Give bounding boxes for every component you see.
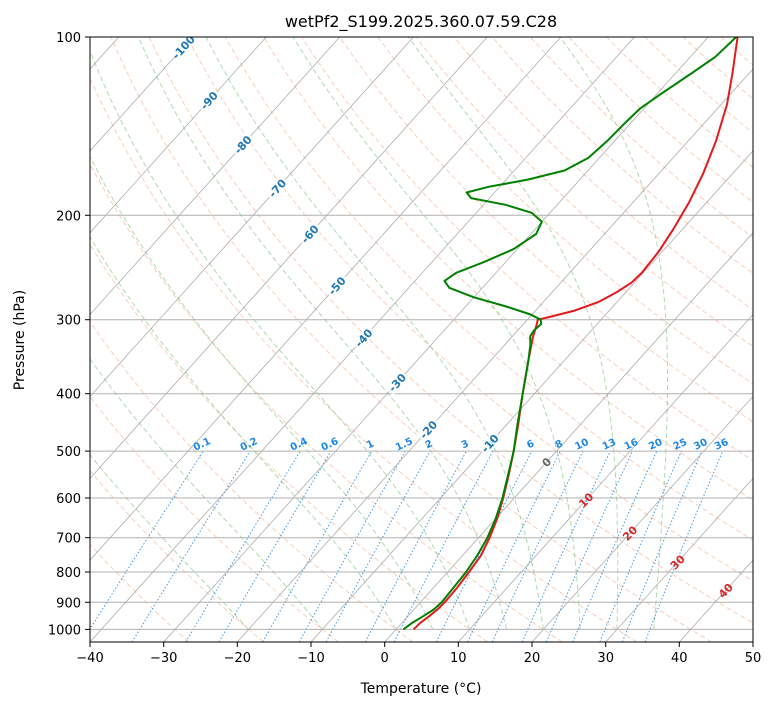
- dry-adiabat: [224, 37, 753, 541]
- dry-adiabat: [90, 163, 563, 642]
- isotherm-line: [90, 37, 414, 398]
- mixing-ratio-line: [185, 450, 301, 642]
- x-tick-label: 20: [524, 651, 541, 666]
- x-axis: −40 −30 −20 −10 0 10 20 30 40 50: [76, 642, 761, 666]
- mixing-ratio-line: [545, 450, 633, 642]
- y-tick-label: 300: [56, 314, 81, 329]
- y-tick-label: 100: [56, 31, 81, 46]
- x-tick-label: −10: [297, 651, 324, 666]
- isotherm-line: [90, 37, 562, 561]
- dry-adiabat: [339, 37, 753, 423]
- mixing-ratio-line: [435, 450, 533, 642]
- dry-adiabat: [110, 37, 712, 642]
- dry-adiabat: [148, 37, 753, 624]
- mixing-ratio-label: 25: [672, 437, 689, 453]
- x-tick-label: 10: [450, 651, 467, 666]
- dry-adiabat: [453, 37, 753, 311]
- y-axis-label: Pressure (hPa): [12, 290, 28, 390]
- isotherm-line: [90, 37, 267, 234]
- dry-adiabat: [90, 76, 638, 642]
- mixing-ratio-label: 36: [713, 437, 730, 453]
- mixing-ratio-line: [521, 450, 611, 642]
- y-axis: 1000 900 800 700 600 500 400 300 200 100: [48, 31, 90, 638]
- mixing-ratio-label: 6: [525, 438, 536, 451]
- mixing-ratio-label: 3: [460, 438, 471, 451]
- mixing-ratio-label: 8: [554, 438, 565, 451]
- mixing-ratio-label: 20: [647, 437, 664, 453]
- y-tick-label: 600: [56, 492, 81, 507]
- moist-adiabat: [205, 37, 544, 630]
- moist-adiabat: [90, 235, 397, 630]
- isotherm-line: [90, 37, 488, 479]
- mixing-ratio-label: 2: [424, 438, 435, 451]
- x-tick-label: −30: [150, 651, 177, 666]
- moist-adiabat: [408, 37, 619, 630]
- y-tick-label: 1000: [48, 623, 81, 638]
- y-tick-label: 400: [56, 388, 81, 403]
- temperature-profile: [412, 37, 739, 631]
- dry-adiabat: [263, 37, 753, 501]
- x-tick-label: 40: [671, 651, 688, 666]
- mixing-ratio-line: [621, 450, 703, 642]
- mixing-ratio-line: [325, 450, 431, 642]
- mixing-ratio-label: 10: [573, 437, 590, 453]
- moist-adiabat: [90, 155, 434, 630]
- mixing-ratio-line: [572, 450, 658, 642]
- moist-adiabat: [292, 37, 581, 630]
- isotherm-line: [605, 477, 753, 642]
- mixing-ratio-line: [644, 450, 724, 642]
- y-tick-label: 700: [56, 532, 81, 547]
- mixing-ratio-line: [298, 450, 406, 642]
- mixing-ratio-line: [90, 450, 204, 630]
- mixing-ratio-line: [491, 450, 584, 642]
- isotherm-line: [237, 68, 753, 642]
- y-tick-label: 500: [56, 445, 81, 460]
- background-lines: [90, 37, 753, 642]
- dry-adiabat: [90, 243, 488, 642]
- mixing-ratio-label: 13: [601, 437, 618, 453]
- y-tick-label: 800: [56, 566, 81, 581]
- x-tick-label: −40: [76, 651, 103, 666]
- x-tick-label: 0: [381, 651, 389, 666]
- mixing-ratio-line: [364, 450, 467, 642]
- isotherm-line: [90, 37, 193, 152]
- chart-title: wetPf2_S199.2025.360.07.59.C28: [285, 12, 557, 32]
- mixing-ratio-label: 30: [692, 437, 709, 453]
- isotherm-line: [310, 150, 753, 642]
- dewpoint-profile: [402, 37, 737, 631]
- dry-adiabat: [90, 470, 264, 642]
- y-tick-label: 200: [56, 209, 81, 224]
- dry-adiabat: [377, 37, 753, 385]
- moist-adiabat: [137, 37, 507, 630]
- moist-adiabat: [559, 37, 668, 630]
- isotherm-line: [384, 232, 753, 642]
- plot-frame: [89, 36, 754, 643]
- isotherm-line: [531, 395, 753, 642]
- dry-adiabat: [186, 37, 753, 582]
- mixing-ratio-line: [599, 450, 682, 642]
- mixing-ratio-label: 1: [365, 438, 376, 451]
- isotherm-line: [458, 313, 753, 642]
- mixing-ratio-line: [131, 450, 251, 642]
- y-tick-label: 900: [56, 596, 81, 611]
- x-tick-label: −20: [224, 651, 251, 666]
- profile-lines: [402, 37, 739, 631]
- moist-adiabat: [90, 453, 249, 630]
- isotherm-line: [163, 37, 709, 642]
- x-tick-label: 30: [597, 651, 614, 666]
- x-tick-label: 50: [745, 651, 762, 666]
- dry-adiabat: [90, 396, 339, 642]
- mixing-ratio-label: 16: [623, 437, 640, 453]
- x-axis-label: Temperature (°C): [360, 681, 482, 697]
- mixing-ratio-line: [393, 450, 494, 642]
